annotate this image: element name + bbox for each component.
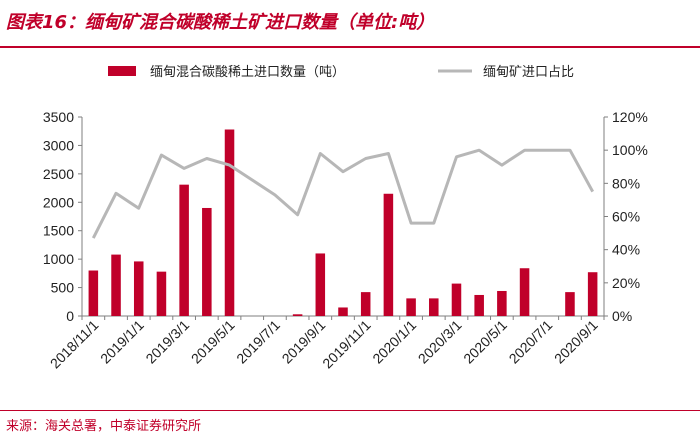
y-left-tick-label: 1500	[43, 223, 74, 239]
line-path	[93, 150, 592, 238]
bar	[293, 314, 303, 316]
bar	[406, 298, 416, 316]
y-right-tick-label: 20%	[612, 275, 640, 291]
y-right-tick-label: 40%	[612, 242, 640, 258]
source-note: 来源：海关总署，中泰证券研究所	[6, 415, 201, 434]
legend: 缅甸混合碳酸稀土进口数量（吨） 缅甸矿进口占比	[108, 64, 574, 79]
bar	[89, 271, 99, 316]
legend-line-label: 缅甸矿进口占比	[483, 64, 574, 79]
x-axis-ticks: 2018/11/12019/1/12019/3/12019/5/12019/7/…	[47, 316, 604, 371]
line-series	[93, 150, 593, 238]
x-tick-label: 2019/1/1	[97, 317, 147, 367]
y-right-tick-label: 120%	[612, 109, 648, 125]
bar	[316, 253, 326, 316]
x-tick-label: 2018/11/1	[47, 317, 102, 372]
x-tick-label: 2020/5/1	[460, 317, 510, 367]
legend-bar-label: 缅甸混合碳酸稀土进口数量（吨）	[150, 64, 345, 79]
bar	[338, 307, 348, 316]
x-tick-label: 2020/1/1	[369, 317, 419, 367]
y-right-tick-label: 100%	[612, 142, 648, 158]
bar	[179, 185, 189, 316]
y-right-tick-label: 0%	[612, 308, 632, 324]
x-tick-label: 2020/3/1	[415, 317, 465, 367]
y-left-tick-label: 3000	[43, 137, 74, 153]
bar	[452, 284, 462, 316]
x-tick-label: 2019/5/1	[188, 317, 238, 367]
y-left-tick-label: 3500	[43, 109, 74, 125]
bar	[134, 261, 144, 316]
bar	[202, 208, 212, 316]
y-left-tick-label: 500	[51, 280, 75, 296]
y-right-tick-label: 80%	[612, 175, 640, 191]
x-tick-label: 2020/9/1	[551, 317, 601, 367]
y-right-tick-label: 60%	[612, 209, 640, 225]
bar	[429, 298, 439, 316]
bar	[111, 255, 121, 316]
legend-bar-swatch	[108, 66, 136, 76]
bar	[588, 272, 598, 316]
bar	[361, 292, 371, 316]
y-left-tick-label: 2000	[43, 194, 74, 210]
bar	[474, 295, 484, 316]
chart: 缅甸混合碳酸稀土进口数量（吨） 缅甸矿进口占比 0 500 1000 1500 2000…	[0, 48, 700, 448]
bar	[565, 292, 575, 316]
y-left-tick-label: 2500	[43, 166, 74, 182]
bar	[225, 130, 235, 316]
x-tick-label: 2019/7/1	[233, 317, 283, 367]
bar	[520, 268, 530, 316]
bar	[157, 272, 167, 316]
axes: 0 500 1000 1500 2000 2500 3000 3500 0% 20% 40% 60% 8…	[43, 109, 648, 324]
footer-divider	[0, 410, 700, 411]
x-tick-label: 2019/3/1	[142, 317, 192, 367]
x-tick-label: 2019/11/1	[319, 317, 374, 372]
figure-title: 图表16：缅甸矿混合碳酸稀土矿进口数量（单位:吨）	[6, 8, 434, 34]
bar	[497, 291, 507, 316]
y-left-tick-label: 1000	[43, 251, 74, 267]
bar	[384, 194, 394, 316]
y-left-tick-label: 0	[66, 308, 74, 324]
x-tick-label: 2020/7/1	[506, 317, 556, 367]
